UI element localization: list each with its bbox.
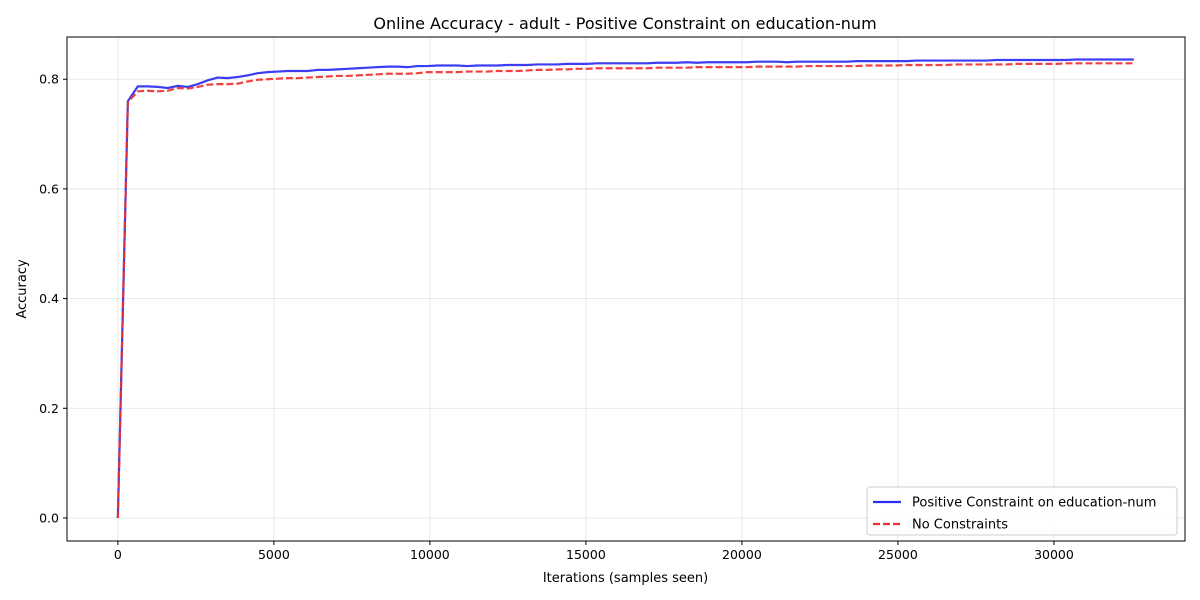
grid xyxy=(67,37,1185,541)
y-tick-label: 0.2 xyxy=(39,401,59,416)
legend-label: Positive Constraint on education-num xyxy=(912,496,1156,511)
y-tick-label: 0.8 xyxy=(39,72,59,87)
plot-frame xyxy=(66,36,1186,542)
legend-label: No Constraints xyxy=(912,518,1008,533)
chart-title: Online Accuracy - adult - Positive Const… xyxy=(373,14,876,33)
x-tick-label: 30000 xyxy=(1034,547,1074,562)
x-tick-label: 25000 xyxy=(878,547,918,562)
axis-ticks: 0 5000 10000 15000 20000 25000 30000 0.0 0.2 0.4 0… xyxy=(39,72,1074,562)
x-tick-label: 5000 xyxy=(258,547,290,562)
legend: Positive Constraint on education-num No C… xyxy=(866,486,1178,536)
series-line-positive-constraint xyxy=(116,58,1134,518)
series-line-no-constraints xyxy=(116,62,1134,518)
series-layer xyxy=(116,58,1134,518)
x-tick-label: 20000 xyxy=(722,547,762,562)
x-axis-label: Iterations (samples seen) xyxy=(543,571,708,586)
y-axis-label: Accuracy xyxy=(15,259,30,319)
y-tick-label: 0.6 xyxy=(39,181,59,196)
x-tick-label: 0 xyxy=(114,547,122,562)
y-tick-label: 0.0 xyxy=(39,510,59,525)
x-tick-label: 15000 xyxy=(566,547,606,562)
x-tick-label: 10000 xyxy=(410,547,450,562)
legend-box xyxy=(866,486,1178,536)
y-tick-label: 0.4 xyxy=(39,291,59,306)
